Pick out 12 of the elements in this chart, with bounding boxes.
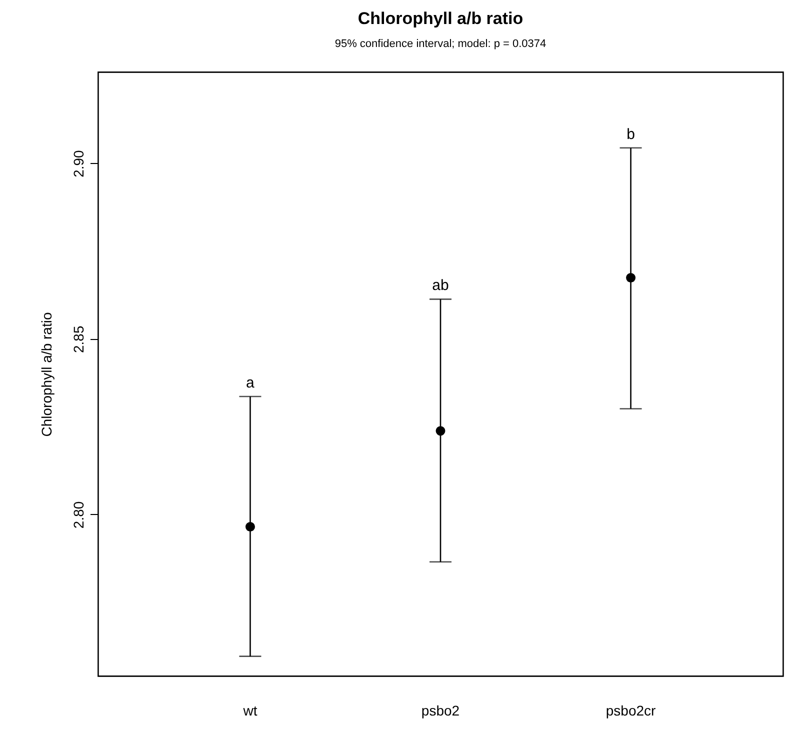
annotation: b <box>626 126 635 143</box>
annotation: ab <box>432 277 449 294</box>
y-axis-title: Chlorophyll a/b ratio <box>38 312 54 437</box>
x-tick-label: psbo2cr <box>606 702 656 718</box>
chart-title: Chlorophyll a/b ratio <box>358 9 524 28</box>
annotation: a <box>246 374 256 392</box>
y-tick-label: 2.85 <box>70 326 86 354</box>
chart-subtitle: 95% confidence interval; model: p = 0.0374 <box>334 38 546 50</box>
y-tick-label: 2.80 <box>70 501 86 529</box>
y-tick-label: 2.90 <box>70 150 86 178</box>
x-tick-label: psbo2 <box>421 702 460 718</box>
x-tick-label: wt <box>242 702 258 718</box>
